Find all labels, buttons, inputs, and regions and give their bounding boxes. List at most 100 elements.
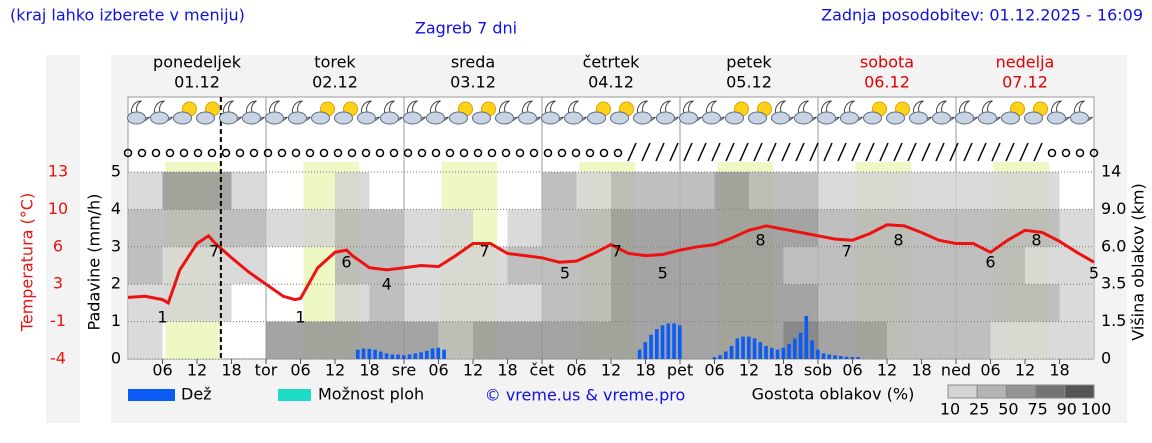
day-name: četrtek <box>583 53 641 72</box>
cloud-icon <box>1070 111 1089 125</box>
precip-bar <box>413 353 418 359</box>
temp-tick-label: -4 <box>50 349 66 368</box>
wind-barb <box>921 142 931 162</box>
cloud-cell <box>990 284 1025 322</box>
x-tick-label: tor <box>255 361 278 380</box>
calm-wind <box>417 148 427 158</box>
cloud-cell <box>852 284 887 322</box>
temp-label: 7 <box>612 242 622 261</box>
x-tick-label: 12 <box>325 361 345 380</box>
temp-tick-label: 3 <box>53 274 63 293</box>
temp-label: 1 <box>295 308 305 327</box>
density-label: 25 <box>969 400 989 419</box>
temp-tick-label: -1 <box>50 311 66 330</box>
wind-barb <box>781 142 791 162</box>
wind-barb <box>907 142 917 162</box>
cloud-icon <box>219 111 238 125</box>
wind-barb <box>935 142 945 162</box>
precip-bar <box>643 342 648 359</box>
cloud-icon <box>725 111 744 125</box>
wind-barb <box>739 142 749 162</box>
cloud-icon <box>656 111 675 125</box>
wind-barb <box>725 142 735 162</box>
cloud-cell <box>231 172 266 210</box>
cloud-cell <box>680 321 715 359</box>
cloud-cell <box>921 321 956 359</box>
cloud-cell <box>335 209 370 247</box>
calm-wind <box>1061 148 1071 158</box>
cloud-cell <box>887 172 922 210</box>
day-date: 06.12 <box>864 73 910 92</box>
temp-label: 1 <box>157 308 167 327</box>
cloud-cell <box>507 246 542 285</box>
temp-label: 8 <box>893 231 903 250</box>
cloud-cell <box>300 321 335 359</box>
y-axis-title: Padavine (mm/h) <box>85 194 104 331</box>
temp-label: 7 <box>842 242 852 261</box>
density-swatch <box>1035 384 1066 399</box>
y-tick-label: 3 <box>111 236 121 255</box>
wind-barb <box>865 142 875 162</box>
cloud-cell <box>956 321 991 359</box>
cloud-cell <box>128 172 163 210</box>
cloud-cell <box>128 246 163 285</box>
cloud-icon <box>150 111 169 125</box>
precip-bar <box>718 355 722 359</box>
y2-tick-label: 0 <box>1101 349 1111 368</box>
cloud-icon <box>380 111 399 125</box>
x-tick-label: 06 <box>704 361 724 380</box>
cloud-cell <box>542 284 577 322</box>
cloud-cell <box>749 284 784 322</box>
temp-label: 7 <box>209 242 219 261</box>
x-tick-label: 06 <box>290 361 310 380</box>
calm-wind <box>207 148 217 158</box>
cloud-cell <box>887 321 922 359</box>
precip-bar <box>649 334 653 359</box>
x-tick-label: 18 <box>221 361 241 380</box>
cloud-cell <box>335 246 370 285</box>
precip-bar <box>833 355 837 359</box>
cloud-legend-title: Gostota oblakov (%) <box>752 385 915 404</box>
cloud-cell <box>818 284 853 322</box>
cloud-cell <box>542 321 577 359</box>
cloud-cell <box>887 284 922 322</box>
density-label: 75 <box>1027 400 1047 419</box>
wind-barb <box>641 142 651 162</box>
temp-label: 5 <box>560 264 570 283</box>
cloud-cell <box>852 172 887 210</box>
calm-wind <box>445 148 455 158</box>
density-swatch <box>976 384 1007 399</box>
cloud-cell <box>611 172 646 210</box>
cloud-cell <box>438 209 473 247</box>
y-tick-label: 4 <box>111 199 121 218</box>
calm-wind <box>459 148 469 158</box>
cloud-icon <box>909 111 928 125</box>
x-tick-label: 12 <box>187 361 207 380</box>
cloud-icon <box>955 111 974 125</box>
cloud-cell <box>956 284 991 322</box>
x-tick-label: 06 <box>566 361 586 380</box>
precip-bar <box>775 349 780 359</box>
cloud-cell <box>438 284 473 322</box>
calm-wind <box>571 148 581 158</box>
precip-bar <box>724 351 728 359</box>
cloud-cell <box>645 284 680 322</box>
wind-barb <box>711 142 721 162</box>
cloud-icon <box>863 111 882 125</box>
calm-wind <box>347 148 357 158</box>
cloud-cell <box>473 284 508 322</box>
cloud-cell <box>542 172 577 210</box>
wind-barb <box>823 142 833 162</box>
cloud-cell <box>1025 284 1060 322</box>
temp-label: 5 <box>1089 264 1099 283</box>
y-tick-label: 2 <box>111 274 121 293</box>
calm-wind <box>277 148 287 158</box>
cloud-cell <box>921 172 956 210</box>
cloud-cell <box>990 321 1025 359</box>
day-name: nedelja <box>996 53 1055 72</box>
day-date: 05.12 <box>726 73 772 92</box>
cloud-cell <box>335 284 370 322</box>
cloud-cell <box>921 246 956 285</box>
precip-bar <box>425 350 429 359</box>
calm-wind <box>375 148 385 158</box>
